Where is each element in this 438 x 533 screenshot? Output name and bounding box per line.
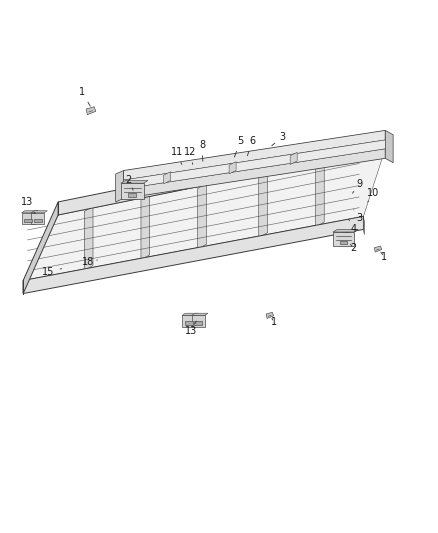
Text: 3: 3 [353,210,361,223]
Bar [34,219,42,222]
Polygon shape [332,229,357,232]
Polygon shape [232,154,293,172]
Polygon shape [58,135,385,215]
Polygon shape [86,107,95,115]
Bar [194,321,202,325]
Polygon shape [23,202,58,294]
Polygon shape [374,246,381,252]
Text: 6: 6 [247,136,255,156]
Polygon shape [120,183,143,199]
Polygon shape [258,171,267,238]
Polygon shape [182,313,198,316]
Text: 1: 1 [380,252,387,262]
Polygon shape [332,232,353,246]
Text: 12: 12 [183,147,196,164]
Polygon shape [120,181,148,183]
Polygon shape [123,173,167,189]
Text: 2: 2 [350,243,356,253]
Polygon shape [363,216,364,235]
Bar [128,192,136,197]
Polygon shape [293,140,385,163]
Text: 13: 13 [21,197,35,213]
Text: 4: 4 [348,220,356,233]
Polygon shape [123,149,385,198]
Polygon shape [385,131,392,163]
Text: 5: 5 [234,136,243,157]
Polygon shape [141,195,149,260]
Text: 1: 1 [79,87,90,106]
Polygon shape [163,172,170,184]
Polygon shape [229,161,236,174]
Polygon shape [84,206,93,271]
Polygon shape [23,216,363,294]
Polygon shape [21,213,35,224]
Polygon shape [265,312,273,318]
Text: 18: 18 [81,257,97,267]
Polygon shape [31,211,47,213]
Polygon shape [21,211,38,213]
Polygon shape [191,313,208,316]
Polygon shape [31,213,44,224]
Polygon shape [167,164,232,182]
Text: 15: 15 [42,266,61,277]
Bar [339,241,346,244]
Polygon shape [182,316,195,327]
Text: 1: 1 [270,317,276,327]
Text: 11: 11 [170,147,183,165]
Polygon shape [197,183,206,249]
Text: 3: 3 [271,132,285,146]
Text: 13: 13 [184,321,197,336]
Polygon shape [191,316,205,327]
Polygon shape [116,171,123,202]
Bar [24,219,32,222]
Bar [184,321,192,325]
Polygon shape [290,152,297,165]
Polygon shape [23,149,385,280]
Polygon shape [315,159,323,227]
Text: 8: 8 [198,140,205,161]
Polygon shape [123,131,385,180]
Text: 2: 2 [125,175,133,190]
Text: 10: 10 [366,188,378,202]
Text: 9: 9 [352,179,361,193]
